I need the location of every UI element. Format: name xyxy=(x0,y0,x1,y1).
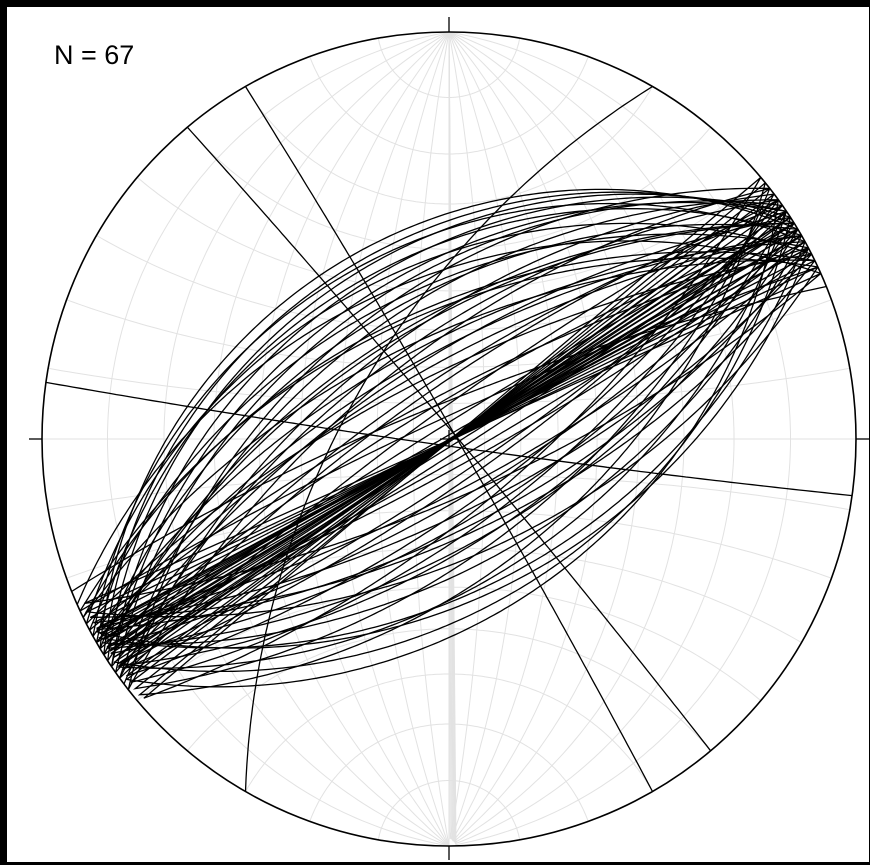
great-circle-26 xyxy=(125,199,779,688)
great-circle-31 xyxy=(79,257,819,612)
net-parallel xyxy=(96,547,802,643)
great-circle-40 xyxy=(99,241,806,635)
net-grid xyxy=(42,32,856,846)
net-parallel xyxy=(136,177,762,292)
net-parallel xyxy=(66,510,832,579)
great-circles xyxy=(45,85,853,792)
great-circle-9 xyxy=(96,234,802,643)
great-circle-66 xyxy=(45,381,853,497)
great-circle-29 xyxy=(114,200,783,673)
great-circle-61 xyxy=(96,247,809,631)
great-circle-27 xyxy=(107,193,791,661)
great-circle-10 xyxy=(111,210,787,668)
great-circle-46 xyxy=(84,266,819,618)
sample-count-label: N = 67 xyxy=(54,40,135,70)
net-parallel xyxy=(309,723,589,822)
great-circle-6 xyxy=(103,222,795,655)
great-circle-43 xyxy=(93,253,813,624)
great-circle-59 xyxy=(83,272,822,605)
great-circle-5 xyxy=(119,199,779,679)
great-circle-22 xyxy=(132,187,771,690)
great-circle-30 xyxy=(99,223,798,649)
great-circle-3 xyxy=(110,201,787,667)
net-parallel xyxy=(245,673,653,792)
great-circle-25 xyxy=(94,247,810,649)
great-circle-67 xyxy=(244,85,653,792)
net-parallel xyxy=(136,586,762,701)
great-circle-65 xyxy=(186,126,712,752)
net-parallel xyxy=(377,38,521,98)
great-circle-49 xyxy=(112,216,791,673)
great-circle-13 xyxy=(103,222,795,656)
net-parallel xyxy=(377,780,521,840)
net-parallel xyxy=(309,56,589,155)
great-circle-28 xyxy=(85,222,812,624)
great-circle-34 xyxy=(107,216,791,662)
great-circle-52 xyxy=(110,196,787,667)
great-circle-24 xyxy=(116,210,788,669)
great-circle-63 xyxy=(71,285,827,593)
great-circle-2 xyxy=(95,208,802,643)
great-circle-18 xyxy=(96,247,809,630)
great-circle-21 xyxy=(89,260,816,619)
axis-ticks xyxy=(29,17,869,860)
net-parallel xyxy=(48,474,850,511)
great-circle-38 xyxy=(79,266,819,612)
net-parallel xyxy=(187,628,711,752)
great-circle-36 xyxy=(115,204,783,673)
great-circle-55 xyxy=(82,251,815,618)
great-circle-58 xyxy=(95,234,802,643)
great-circle-48 xyxy=(98,241,806,649)
great-circle-51 xyxy=(92,202,806,637)
great-circle-60 xyxy=(143,176,762,699)
net-parallel xyxy=(245,86,653,205)
net-meridian xyxy=(448,32,598,842)
great-circle-50 xyxy=(99,188,799,649)
great-circle-54 xyxy=(127,187,770,690)
great-circle-33 xyxy=(92,241,806,637)
